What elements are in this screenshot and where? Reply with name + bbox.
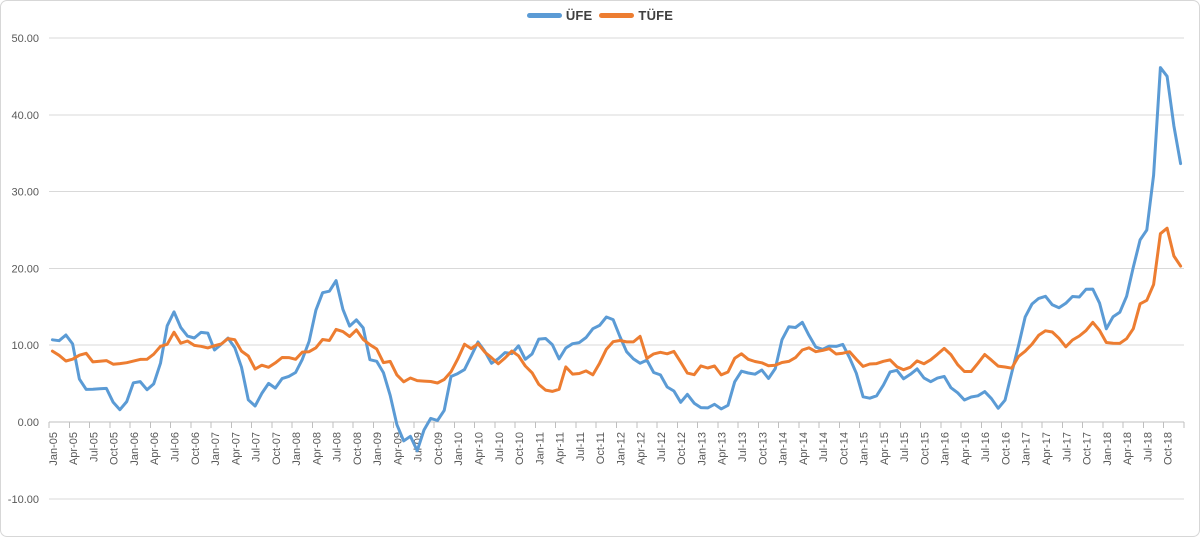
- x-axis-label: Jan-17: [1021, 432, 1033, 466]
- x-axis-label: Jul-10: [494, 432, 506, 462]
- x-axis-label: Jul-06: [169, 432, 181, 462]
- x-axis-label: Jan-08: [291, 432, 303, 466]
- legend-item-ufe[interactable]: ÜFE: [526, 8, 593, 23]
- x-axis-label: Jan-12: [615, 432, 627, 466]
- ufe-line-swatch: [526, 13, 562, 18]
- tufe-line-swatch: [599, 13, 635, 18]
- x-axis-label: Apr-05: [68, 432, 80, 465]
- x-axis-label: Oct-11: [595, 432, 607, 464]
- x-axis-label: Jan-18: [1102, 432, 1114, 466]
- x-axis-label: Apr-07: [230, 432, 242, 465]
- x-axis-label: Apr-09: [392, 432, 404, 465]
- x-axis-label: Oct-08: [352, 432, 364, 465]
- x-axis-label: Oct-14: [838, 432, 850, 465]
- x-axis-label: Jan-16: [940, 432, 952, 466]
- x-axis-label: Jan-06: [129, 432, 141, 466]
- y-axis-label: 10.00: [11, 340, 39, 352]
- x-axis-label: Jan-15: [859, 432, 871, 466]
- x-axis-label: Oct-15: [919, 432, 931, 465]
- x-axis-label: Oct-16: [1000, 432, 1012, 465]
- x-axis-label: Jan-07: [210, 432, 222, 466]
- x-axis-label: Apr-18: [1122, 432, 1134, 465]
- y-axis-label: 30.00: [11, 187, 39, 199]
- x-axis-label: Apr-14: [798, 432, 810, 465]
- series-line-tufe: [50, 226, 1183, 393]
- series-line-ufe: [50, 66, 1183, 453]
- x-axis-label: Jan-11: [534, 432, 546, 465]
- x-axis-label: Oct-12: [676, 432, 688, 465]
- x-axis-label: Oct-05: [109, 432, 121, 465]
- x-axis-label: Oct-07: [271, 432, 283, 465]
- x-axis-label: Jan-09: [372, 432, 384, 466]
- x-axis-label: Jan-10: [453, 432, 465, 466]
- x-axis-label: Apr-11: [555, 432, 567, 464]
- y-axis-label: -10.00: [8, 494, 39, 506]
- x-axis-label: Apr-10: [474, 432, 486, 465]
- x-axis-label: Jul-18: [1142, 432, 1154, 462]
- y-axis-label: 50.00: [11, 33, 39, 45]
- x-axis-label: Oct-17: [1082, 432, 1094, 465]
- x-axis-label: Jul-14: [818, 432, 830, 462]
- x-axis-label: Apr-06: [149, 432, 161, 465]
- x-axis-label: Jul-16: [980, 432, 992, 462]
- legend-label-ufe: ÜFE: [565, 8, 593, 23]
- x-axis-label: Oct-10: [514, 432, 526, 465]
- x-axis-label: Apr-15: [879, 432, 891, 465]
- x-axis-label: Oct-18: [1163, 432, 1175, 465]
- x-axis-label: Jul-17: [1061, 432, 1073, 462]
- x-axis-label: Jul-08: [332, 432, 344, 462]
- y-axis-label: 0.00: [18, 417, 39, 429]
- x-axis-label: Oct-09: [433, 432, 445, 465]
- x-axis-label: Apr-17: [1041, 432, 1053, 465]
- legend-item-tufe[interactable]: TÜFE: [599, 8, 673, 23]
- x-axis-label: Jul-12: [656, 432, 668, 462]
- x-axis-label: Jan-13: [696, 432, 708, 466]
- x-axis-label: Apr-16: [960, 432, 972, 465]
- legend-label-tufe: TÜFE: [638, 8, 674, 23]
- x-axis-label: Oct-06: [190, 432, 202, 465]
- y-axis-label: 40.00: [11, 110, 39, 122]
- x-axis-label: Apr-08: [311, 432, 323, 465]
- x-axis-label: Jan-14: [778, 432, 790, 466]
- x-axis-label: Apr-13: [717, 432, 729, 465]
- x-axis-label: Jan-05: [48, 432, 60, 466]
- chart-legend: ÜFE TÜFE: [1, 8, 1199, 23]
- x-axis-label: Jul-15: [899, 432, 911, 462]
- x-axis-label: Apr-12: [636, 432, 648, 465]
- x-axis-label: Jul-13: [737, 432, 749, 462]
- x-axis-label: Jul-11: [575, 432, 587, 461]
- y-axis-label: 20.00: [11, 263, 39, 275]
- x-axis-label: Oct-13: [757, 432, 769, 465]
- x-axis-label: Jul-05: [88, 432, 100, 462]
- x-axis-label: Jul-07: [251, 432, 263, 462]
